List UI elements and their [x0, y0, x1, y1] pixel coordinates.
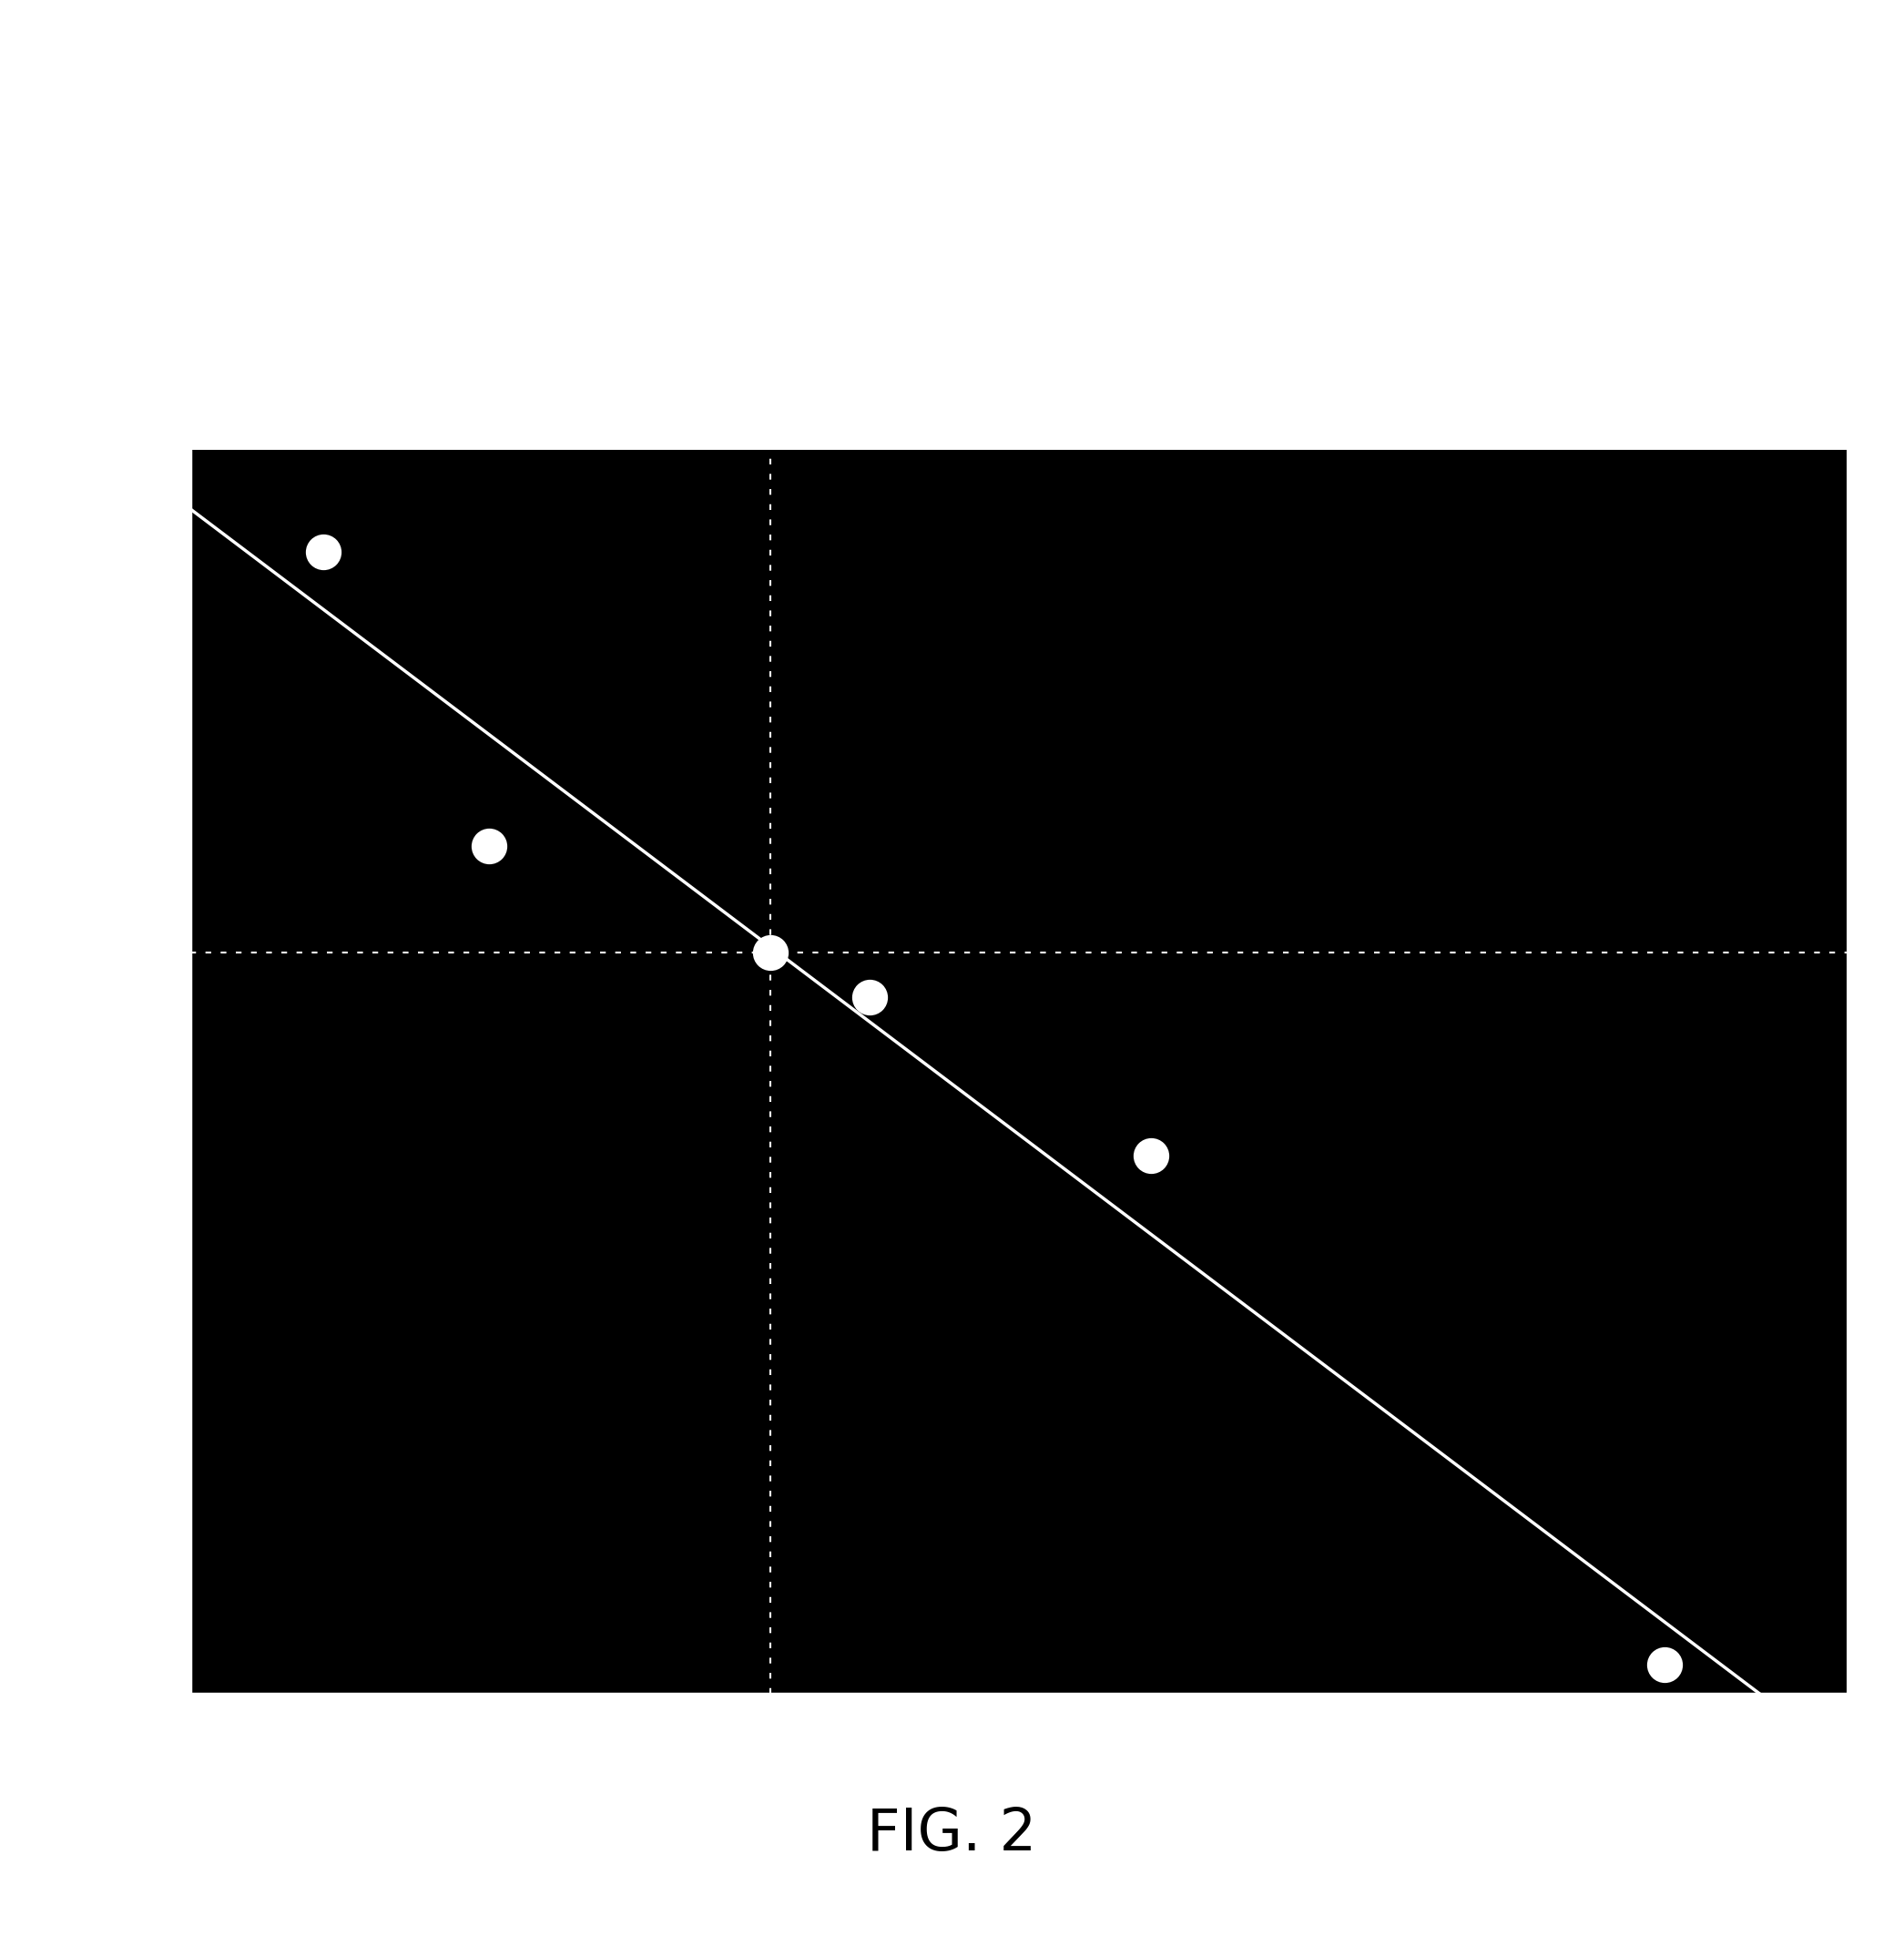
Point [754, 937, 786, 968]
Text: H: H [636, 254, 663, 287]
Text: 7.0 ± 0.2: 7.0 ± 0.2 [1464, 254, 1624, 287]
Text: 5: 5 [314, 347, 339, 379]
Text: $\sigma_p$: $\sigma_p$ [1095, 91, 1133, 126]
Text: A: A [112, 60, 158, 120]
Text: 2.63 ± 0.06: 2.63 ± 0.06 [1443, 347, 1645, 379]
Text: B: B [50, 438, 95, 498]
Point [308, 536, 339, 567]
Y-axis label: log ($k_x$/$k_H$): log ($k_x$/$k_H$) [69, 976, 110, 1167]
Text: 0.00: 0.00 [1076, 254, 1152, 287]
Text: CF$_3$: CF$_3$ [619, 391, 678, 426]
Text: 5.63 ± 0.08: 5.63 ± 0.08 [1443, 300, 1645, 333]
Text: 0.227 ± 0.002: 0.227 ± 0.002 [1420, 393, 1666, 426]
Text: Cl: Cl [632, 347, 666, 379]
Text: 1: 1 [314, 161, 339, 194]
Text: −0.17: −0.17 [1062, 207, 1167, 240]
Text: OCH$_3$: OCH$_3$ [604, 161, 695, 194]
Text: 0.54: 0.54 [1076, 393, 1152, 426]
Text: FIG. 2: FIG. 2 [866, 1806, 1038, 1862]
Text: 11.7 ± 0.4: 11.7 ± 0.4 [1453, 207, 1634, 240]
Point [1649, 1649, 1679, 1680]
Text: $k_2$ (mM$^{-1}$s$^{-1}$): $k_2$ (mM$^{-1}$s$^{-1}$) [1428, 89, 1660, 130]
Point [1137, 1140, 1167, 1171]
Text: 0.23: 0.23 [1076, 347, 1152, 379]
Text: 6: 6 [314, 393, 339, 426]
Text: 48 ± 6: 48 ± 6 [1485, 161, 1601, 194]
Text: R: R [636, 91, 661, 126]
Text: 3: 3 [314, 254, 339, 287]
Text: Compound: Compound [230, 91, 423, 126]
Text: 0.06: 0.06 [1076, 300, 1152, 333]
Text: 2: 2 [314, 207, 339, 240]
Text: F: F [640, 300, 659, 333]
Text: CH$_3$: CH$_3$ [617, 207, 682, 240]
Point [855, 982, 885, 1013]
Text: −0.27: −0.27 [1062, 161, 1167, 194]
Text: 4: 4 [314, 300, 339, 333]
Point [474, 831, 505, 862]
X-axis label: $\sigma_p$: $\sigma_p$ [996, 1758, 1041, 1797]
